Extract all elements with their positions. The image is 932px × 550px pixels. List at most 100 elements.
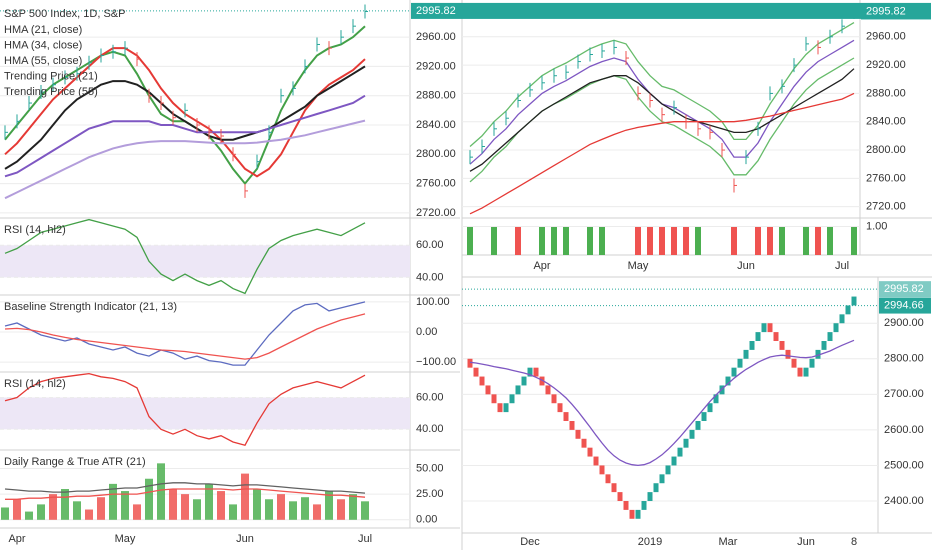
bar <box>13 499 21 520</box>
y-tick-label: 2880.00 <box>866 87 906 99</box>
series-line <box>4 94 366 178</box>
bar <box>181 494 189 520</box>
renko-brick <box>791 358 797 368</box>
renko-brick <box>767 323 773 333</box>
y-tick-label: −100.00 <box>416 356 456 368</box>
renko-brick <box>707 403 713 413</box>
x-tick-label: May <box>115 533 136 545</box>
renko-brick <box>737 358 743 368</box>
signal-bar <box>587 226 593 255</box>
bar <box>289 501 297 520</box>
x-tick-label: Apr <box>8 533 25 545</box>
series-line <box>5 488 366 500</box>
x-tick-label: Dec <box>520 536 540 548</box>
y-tick-label: 2500.00 <box>884 459 924 471</box>
bar <box>313 504 321 520</box>
signal-bar <box>515 226 521 255</box>
renko-brick <box>827 332 833 341</box>
renko-brick <box>695 421 701 430</box>
renko-brick <box>689 429 695 439</box>
renko-brick <box>851 296 857 306</box>
renko-brick <box>731 367 737 377</box>
series-line <box>4 218 366 295</box>
renko-brick <box>563 412 569 421</box>
x-tick-label: May <box>628 260 649 272</box>
renko-brick <box>749 341 755 350</box>
renko-brick <box>515 385 521 395</box>
series-line <box>469 22 855 147</box>
bar <box>109 483 117 520</box>
bar <box>73 501 81 520</box>
signal-bar <box>851 226 857 255</box>
y-tick-label: 100.00 <box>416 296 450 308</box>
bar <box>97 497 105 520</box>
bar <box>145 478 153 520</box>
x-tick-label: Apr <box>533 260 550 272</box>
x-tick-label: Jun <box>236 533 254 545</box>
renko-brick <box>539 376 545 386</box>
renko-brick <box>701 412 707 421</box>
bar <box>217 491 225 520</box>
renko-brick <box>533 367 539 377</box>
renko-brick <box>833 323 839 333</box>
y-tick-label: 0.00 <box>416 514 437 526</box>
renko-brick <box>665 465 671 475</box>
y-tick-label: 2840.00 <box>866 116 906 128</box>
bar <box>301 497 309 520</box>
signal-bar <box>647 226 653 255</box>
renko-brick <box>647 492 653 501</box>
legend-entry: HMA (55, close) <box>4 55 82 67</box>
renko-brick <box>599 465 605 475</box>
y-tick-label: 40.00 <box>416 271 444 283</box>
bar <box>121 491 129 520</box>
signal-bar <box>491 226 497 255</box>
y-tick-label: 2760.00 <box>866 172 906 184</box>
y-tick-label: 2800.00 <box>884 353 924 365</box>
signal-bar <box>467 226 473 255</box>
bar <box>157 463 165 520</box>
signal-bar <box>779 226 785 255</box>
y-tick-label: 2800.00 <box>416 148 456 160</box>
signal-bar <box>767 226 773 255</box>
x-tick-label: Jul <box>835 260 849 272</box>
chart-title: Daily Range & True ATR (21) <box>4 456 146 468</box>
renko-brick <box>587 447 593 457</box>
renko-brick <box>773 332 779 341</box>
y-tick-label: 2400.00 <box>884 495 924 507</box>
renko-brick <box>545 385 551 395</box>
renko-brick <box>653 483 659 493</box>
renko-brick <box>839 314 845 324</box>
renko-brick <box>551 394 557 404</box>
bar <box>193 499 201 520</box>
bar <box>25 511 33 520</box>
y-tick-label: 2920.00 <box>416 60 456 72</box>
renko-brick <box>683 438 689 448</box>
renko-brick <box>605 474 611 484</box>
bar <box>253 489 261 520</box>
signal-bar <box>671 226 677 255</box>
renko-brick <box>641 501 647 510</box>
bar <box>277 494 285 520</box>
y-tick-label: 2900.00 <box>884 317 924 329</box>
bar <box>37 504 45 520</box>
x-tick-label: Mar <box>719 536 738 548</box>
signal-bar <box>803 226 809 255</box>
signal-bar <box>683 226 689 255</box>
renko-brick <box>611 483 617 493</box>
series-line <box>4 65 366 170</box>
signal-bar <box>827 226 833 255</box>
renko-brick <box>815 349 821 359</box>
y-tick-label: 2880.00 <box>416 90 456 102</box>
last-price-box <box>879 281 931 298</box>
signal-bar <box>635 226 641 255</box>
signal-bar <box>731 226 737 255</box>
renko-brick <box>797 367 803 377</box>
renko-brick <box>677 447 683 457</box>
rsi-band <box>0 397 410 430</box>
y-tick-label: 2760.00 <box>416 177 456 189</box>
legend-entry: HMA (34, close) <box>4 39 82 51</box>
bar <box>205 483 213 520</box>
bar <box>337 499 345 520</box>
legend-entry: Trending Price (55) <box>4 86 98 98</box>
